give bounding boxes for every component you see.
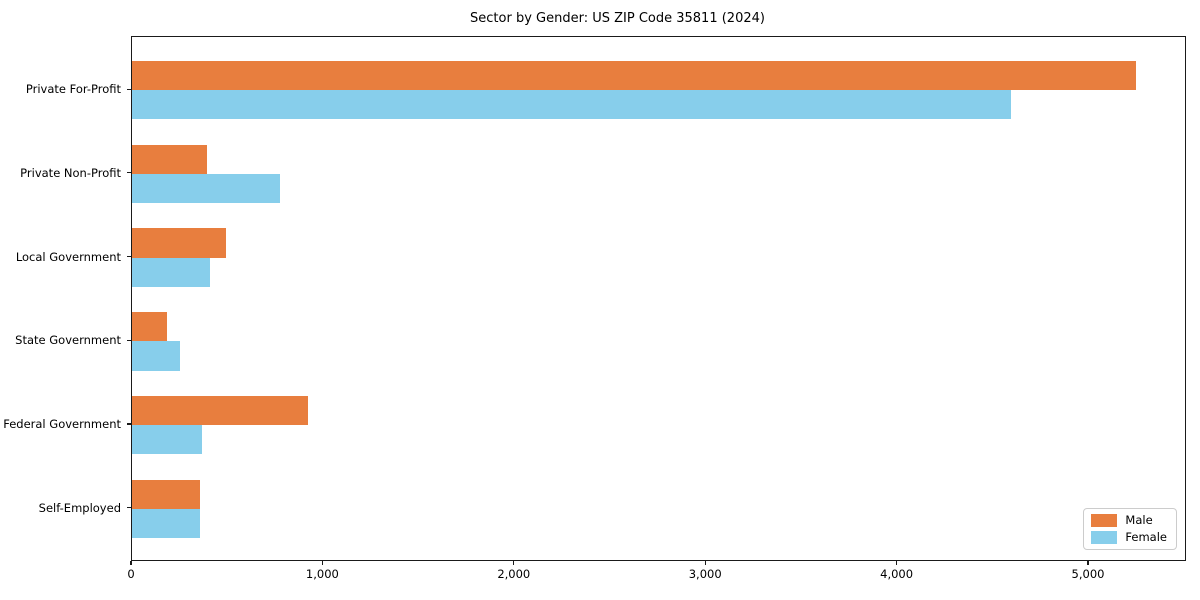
bar-male-self-employed <box>132 479 200 509</box>
bar-male-private-for-profit <box>132 60 1136 91</box>
bar-male-private-non-profit <box>132 144 207 174</box>
legend-label-female: Female <box>1125 530 1167 544</box>
bar-female-federal-government <box>132 425 202 455</box>
x-tick-label: 2,000 <box>497 567 531 581</box>
legend-swatch-female <box>1091 531 1118 544</box>
x-tick-mark <box>513 561 515 565</box>
bar-female-private-non-profit <box>132 173 281 204</box>
x-tick-label: 3,000 <box>688 567 722 581</box>
bar-male-local-government <box>132 228 226 258</box>
bar-female-state-government <box>132 341 180 371</box>
bar-female-local-government <box>132 257 211 287</box>
x-tick-mark <box>704 561 706 565</box>
x-tick-mark <box>1087 561 1089 565</box>
x-tick-mark <box>896 561 898 565</box>
y-tick-label-private-for-profit: Private For-Profit <box>25 82 121 97</box>
plot-area: Male Female <box>131 36 1186 561</box>
chart-title: Sector by Gender: US ZIP Code 35811 (202… <box>470 11 765 26</box>
y-tick-label-self-employed: Self-Employed <box>38 500 121 515</box>
legend-item-male: Male <box>1091 514 1167 527</box>
legend: Male Female <box>1083 508 1177 550</box>
bar-male-federal-government <box>132 395 309 426</box>
x-tick-mark <box>130 561 132 565</box>
x-tick-label: 4,000 <box>880 567 914 581</box>
x-tick-label: 0 <box>127 567 135 581</box>
bar-male-state-government <box>132 312 168 342</box>
x-tick-label: 1,000 <box>305 567 339 581</box>
y-tick-mark <box>127 423 131 425</box>
y-tick-label-local-government: Local Government <box>15 249 121 264</box>
legend-swatch-male <box>1091 514 1118 527</box>
y-tick-mark <box>127 339 131 341</box>
y-tick-label-state-government: State Government <box>15 333 121 348</box>
y-tick-mark <box>127 507 131 509</box>
x-tick-label: 5,000 <box>1071 567 1105 581</box>
x-tick-mark <box>321 561 323 565</box>
legend-item-female: Female <box>1091 531 1167 544</box>
y-tick-mark <box>127 256 131 258</box>
y-tick-mark <box>127 88 131 90</box>
y-tick-label-private-non-profit: Private Non-Profit <box>20 165 121 180</box>
y-tick-mark <box>127 172 131 174</box>
y-tick-label-federal-government: Federal Government <box>3 417 121 432</box>
bar-female-private-for-profit <box>132 90 1012 120</box>
legend-label-male: Male <box>1125 513 1153 527</box>
bar-female-self-employed <box>132 508 200 539</box>
